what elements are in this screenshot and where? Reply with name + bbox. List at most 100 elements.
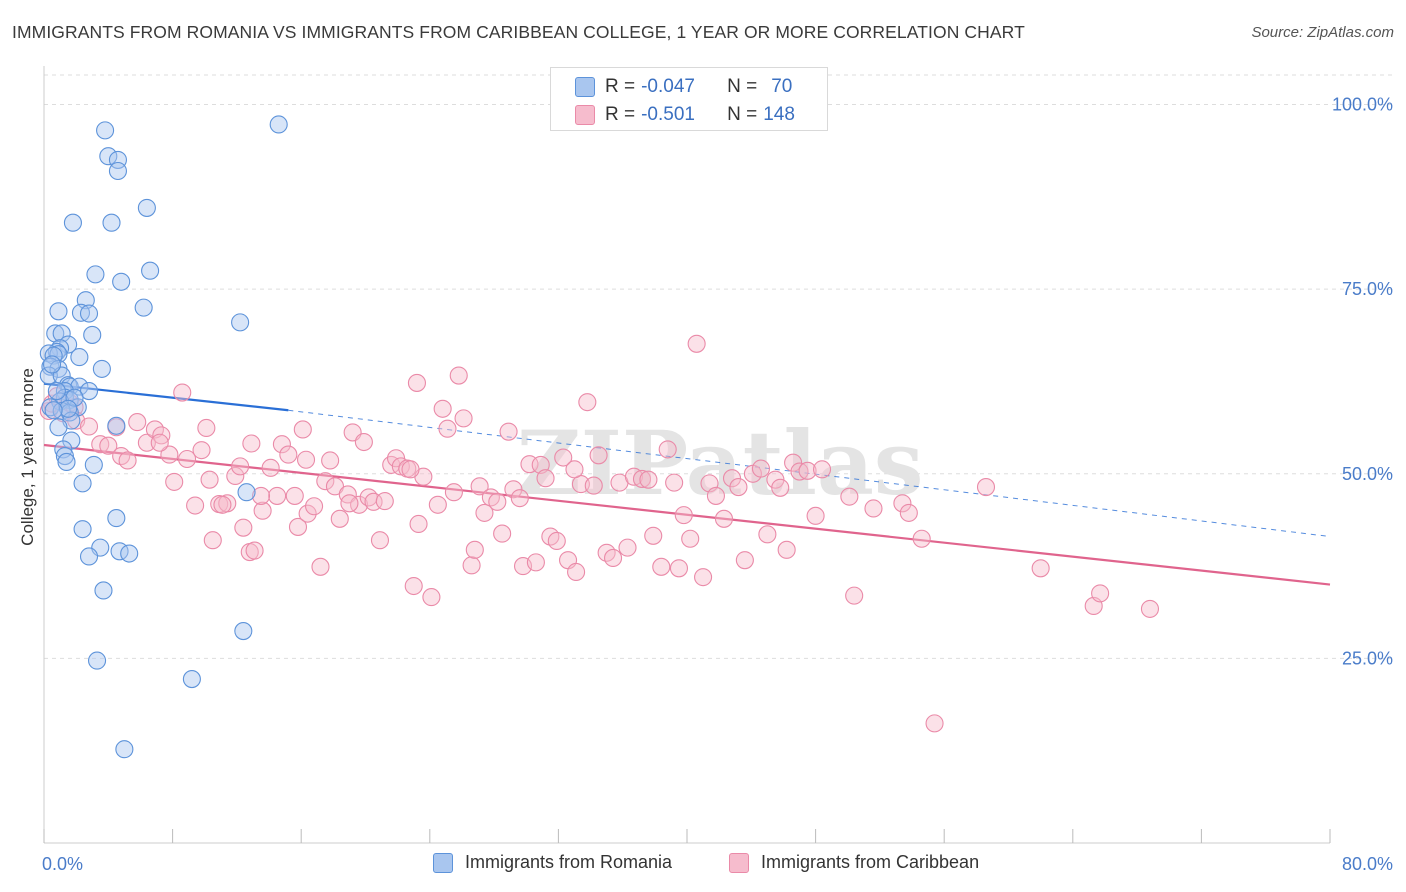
caribbean-point <box>554 448 573 467</box>
romania-point <box>182 670 201 689</box>
caribbean-point <box>404 576 423 596</box>
caribbean-point <box>350 495 369 514</box>
caribbean-point <box>375 492 394 511</box>
y-tick-label: 50.0% <box>1342 464 1393 484</box>
romania-point <box>107 416 126 435</box>
caribbean-point <box>354 432 373 452</box>
caribbean-point <box>652 557 671 576</box>
caribbean-point <box>245 541 264 560</box>
caribbean-point <box>316 472 335 491</box>
caribbean-point <box>203 531 222 550</box>
caribbean-point <box>674 506 693 525</box>
x-tick-labels: 0.0% 80.0% <box>42 854 1393 874</box>
caribbean-point <box>272 435 291 454</box>
x-tick-label-start: 0.0% <box>42 854 83 874</box>
caribbean-point <box>812 460 832 479</box>
y-tick-label: 25.0% <box>1342 648 1393 668</box>
caribbean-point <box>213 495 232 514</box>
legend-item-caribbean[interactable]: Immigrants from Caribbean <box>729 852 979 873</box>
caribbean-point <box>401 460 420 479</box>
caribbean-point <box>409 514 428 534</box>
caribbean-point <box>499 422 518 441</box>
caribbean-point <box>806 506 825 525</box>
romania-point <box>63 213 82 232</box>
y-tick-labels: 25.0% 50.0% 75.0% 100.0% <box>1332 95 1393 669</box>
caribbean-point <box>669 559 689 578</box>
caribbean-point <box>758 525 777 544</box>
caribbean-trend-line <box>43 443 1331 586</box>
caribbean-point <box>293 420 312 439</box>
caribbean-point <box>298 504 317 523</box>
caribbean-point <box>296 450 316 469</box>
caribbean-point <box>165 472 184 491</box>
n-value: 70 <box>771 76 793 97</box>
romania-point <box>83 325 102 344</box>
caribbean-point <box>589 446 608 465</box>
caribbean-swatch <box>575 105 595 125</box>
caribbean-point <box>422 588 441 607</box>
romania-point <box>59 399 78 418</box>
caribbean-point <box>370 531 390 550</box>
caribbean-point <box>1031 559 1050 578</box>
romania-point <box>39 366 58 385</box>
romania-point <box>237 483 256 502</box>
romania-point <box>49 302 68 321</box>
romania-point <box>52 324 71 343</box>
caribbean-point <box>526 553 545 572</box>
caribbean-point <box>340 494 359 513</box>
r-value: -0.501 <box>641 104 695 125</box>
bottom-legend: Immigrants from Romania Immigrants from … <box>0 852 1406 878</box>
romania-point <box>137 198 156 217</box>
caribbean-point <box>639 470 658 489</box>
caribbean-point <box>321 451 340 470</box>
caribbean-point <box>200 470 219 489</box>
romania-point <box>79 304 99 323</box>
caribbean-point <box>536 469 555 488</box>
caribbean-point <box>784 453 803 472</box>
caribbean-point <box>777 540 796 559</box>
romania-point <box>134 298 153 317</box>
r-label: R = <box>605 104 636 125</box>
caribbean-point <box>632 469 652 488</box>
caribbean-point <box>186 496 205 515</box>
romania-point <box>96 121 115 140</box>
legend-item-romania[interactable]: Immigrants from Romania <box>433 852 672 873</box>
caribbean-point <box>470 477 489 496</box>
caribbean-point <box>687 334 706 353</box>
caribbean-point <box>137 433 156 452</box>
caribbean-point <box>325 477 345 496</box>
caribbean-point <box>644 526 663 545</box>
caribbean-point <box>565 460 584 479</box>
caribbean-point <box>197 418 216 438</box>
r-label: R = <box>605 76 636 97</box>
caribbean-point <box>251 486 271 505</box>
stats-legend: R = -0.047 N = 70 R = -0.501 N = 148 <box>550 67 828 131</box>
romania-point <box>94 581 113 600</box>
caribbean-point <box>899 503 918 522</box>
romania-point <box>108 161 127 181</box>
caribbean-point <box>160 445 179 464</box>
romania-point <box>70 377 89 396</box>
caribbean-point <box>444 483 463 502</box>
romania-swatch <box>575 77 595 97</box>
caribbean-point <box>584 476 603 495</box>
caribbean-point <box>330 509 349 528</box>
caribbean-point <box>714 509 734 528</box>
caribbean-point <box>311 557 330 576</box>
caribbean-point <box>192 441 211 460</box>
romania-point <box>46 324 65 343</box>
romania-point <box>70 348 89 367</box>
caribbean-point <box>658 440 677 459</box>
romania-point <box>44 401 63 420</box>
x-tick-label-end: 80.0% <box>1342 854 1393 874</box>
caribbean-point <box>618 538 637 557</box>
y-axis-label: College, 1 year or more <box>18 368 37 546</box>
gridlines <box>44 74 1394 659</box>
caribbean-point <box>150 433 169 452</box>
caribbean-point <box>118 451 137 470</box>
caribbean-point <box>578 393 597 412</box>
caribbean-point <box>510 489 529 508</box>
caribbean-point <box>798 461 817 480</box>
chart-title: IMMIGRANTS FROM ROMANIA VS IMMIGRANTS FR… <box>12 22 1025 42</box>
